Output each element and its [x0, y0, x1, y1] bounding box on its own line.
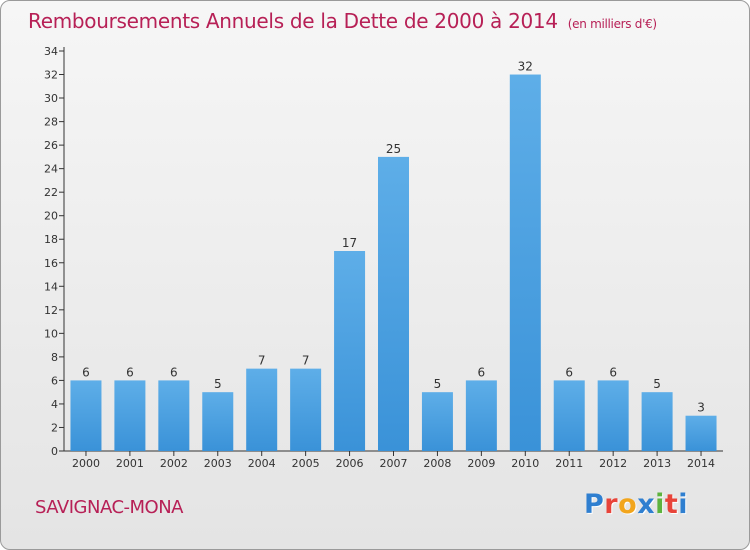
- bar-value-label: 7: [302, 354, 310, 368]
- bar: [70, 380, 102, 451]
- x-tick-label: 2013: [643, 457, 671, 470]
- y-tick-label: 6: [51, 374, 58, 387]
- x-tick-label: 2008: [423, 457, 451, 470]
- bar-value-label: 3: [697, 401, 705, 415]
- bar: [158, 380, 190, 451]
- bar-value-label: 25: [386, 142, 401, 156]
- x-tick-label: 2012: [599, 457, 627, 470]
- x-tick-label: 2004: [248, 457, 276, 470]
- x-tick-label: 2011: [555, 457, 583, 470]
- y-tick-label: 26: [44, 139, 58, 152]
- brand-logo-letter: r: [604, 489, 619, 520]
- brand-logo-letter: o: [618, 489, 638, 520]
- bar: [597, 380, 629, 451]
- x-tick-label: 2000: [72, 457, 100, 470]
- x-tick-label: 2006: [336, 457, 364, 470]
- bar: [202, 392, 234, 451]
- bar: [378, 156, 409, 451]
- brand-logo-letter: t: [664, 489, 679, 520]
- bar: [114, 380, 146, 451]
- bar-value-label: 6: [82, 365, 90, 379]
- y-tick-label: 24: [44, 163, 58, 176]
- bar: [290, 368, 322, 451]
- y-tick-label: 20: [44, 210, 58, 223]
- y-tick-label: 8: [51, 351, 58, 364]
- y-tick-label: 34: [44, 45, 58, 58]
- chart-subtitle: (en milliers d'€): [567, 17, 657, 31]
- brand-logo-letter: i: [678, 489, 689, 520]
- bar: [553, 380, 585, 451]
- y-tick-label: 18: [44, 233, 58, 246]
- bar: [246, 368, 278, 451]
- bar-value-label: 5: [434, 377, 442, 391]
- y-tick-label: 10: [44, 327, 58, 340]
- y-tick-label: 2: [51, 421, 58, 434]
- x-tick-label: 2009: [467, 457, 495, 470]
- bar-value-label: 5: [653, 377, 661, 391]
- chart-title-text: Remboursements Annuels de la Dette de 20…: [28, 9, 558, 33]
- bar-value-label: 7: [258, 354, 266, 368]
- commune-name: SAVIGNAC-MONA: [35, 497, 184, 518]
- y-tick-label: 30: [44, 92, 58, 105]
- bar-value-label: 6: [609, 365, 617, 379]
- bar: [334, 251, 366, 451]
- brand-logo-letter: i: [655, 489, 665, 520]
- bar: [421, 392, 453, 451]
- bar: [509, 74, 541, 451]
- bar-value-label: 6: [126, 365, 134, 379]
- bar: [465, 380, 497, 451]
- x-tick-label: 2014: [687, 457, 715, 470]
- bar-value-label: 32: [518, 60, 533, 74]
- y-tick-label: 4: [51, 398, 58, 411]
- bar-value-label: 6: [565, 365, 573, 379]
- bar-value-label: 5: [214, 377, 222, 391]
- brand-logo-letter: P: [584, 489, 605, 520]
- bar-value-label: 6: [170, 365, 178, 379]
- y-tick-label: 0: [51, 445, 58, 458]
- y-tick-label: 16: [44, 257, 58, 270]
- y-tick-label: 12: [44, 304, 58, 317]
- bar: [685, 415, 717, 451]
- x-tick-label: 2010: [511, 457, 539, 470]
- x-tick-label: 2002: [160, 457, 188, 470]
- y-tick-label: 32: [44, 69, 58, 82]
- y-tick-label: 14: [44, 280, 58, 293]
- x-tick-label: 2005: [292, 457, 320, 470]
- x-tick-label: 2003: [204, 457, 232, 470]
- bar-value-label: 17: [342, 236, 357, 250]
- chart-title: Remboursements Annuels de la Dette de 20…: [28, 9, 657, 33]
- brand-logo-letter: x: [637, 489, 656, 520]
- bar-value-label: 6: [478, 365, 486, 379]
- x-tick-label: 2001: [116, 457, 144, 470]
- y-tick-label: 22: [44, 186, 58, 199]
- bar: [641, 392, 673, 451]
- y-tick-label: 28: [44, 116, 58, 129]
- brand-logo: Proxiti: [584, 489, 688, 520]
- x-tick-label: 2007: [380, 457, 408, 470]
